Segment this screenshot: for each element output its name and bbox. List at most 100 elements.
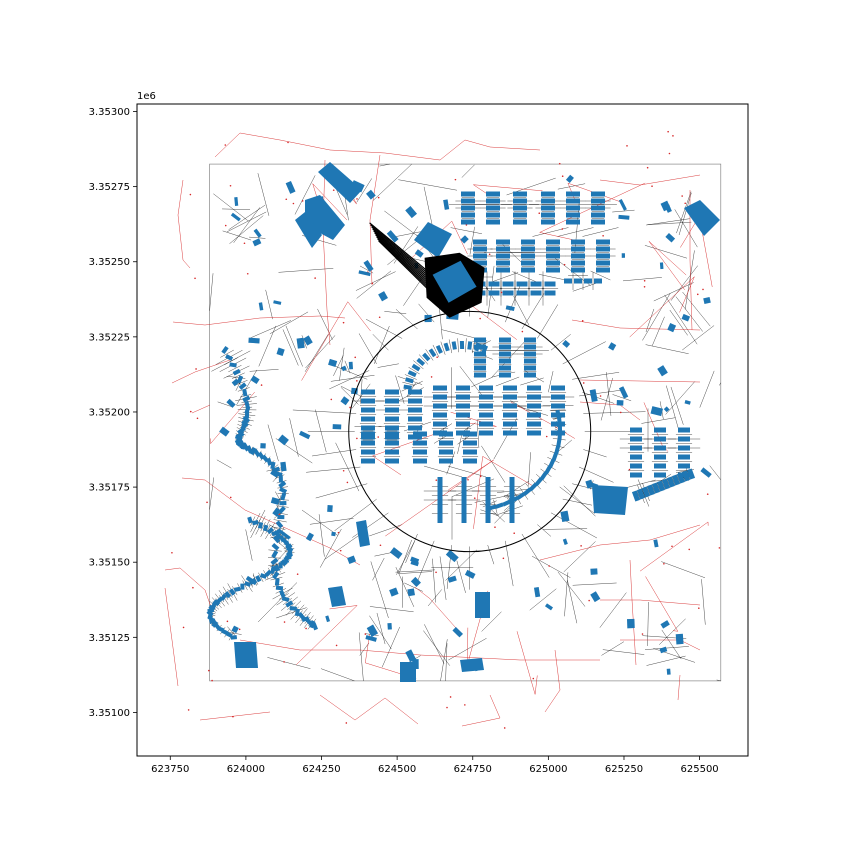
- building: [529, 482, 538, 492]
- building: [557, 424, 563, 433]
- building: [686, 468, 696, 480]
- building: [527, 412, 541, 418]
- building: [361, 458, 375, 464]
- building: [212, 599, 221, 607]
- building: [443, 199, 450, 210]
- building: [407, 588, 415, 597]
- building: [278, 475, 283, 483]
- building: [474, 358, 486, 364]
- building: [678, 427, 690, 433]
- building: [464, 569, 476, 579]
- building: [280, 492, 287, 501]
- building: [650, 406, 664, 417]
- building: [341, 365, 347, 372]
- building: [240, 583, 245, 590]
- building: [591, 219, 605, 225]
- building: [332, 424, 342, 430]
- building: [485, 495, 491, 505]
- building: [667, 323, 677, 333]
- building: [546, 260, 560, 266]
- building: [596, 246, 610, 252]
- building: [487, 504, 496, 511]
- building: [385, 458, 399, 464]
- building: [231, 378, 240, 387]
- building: [413, 440, 427, 446]
- building: [503, 430, 517, 436]
- building: [481, 344, 489, 354]
- building: [486, 191, 500, 197]
- building: [233, 586, 241, 592]
- building: [460, 658, 484, 672]
- building: [527, 403, 541, 409]
- building: [654, 454, 666, 460]
- building: [473, 253, 487, 259]
- building: [244, 581, 252, 587]
- building: [278, 529, 291, 540]
- building: [589, 389, 598, 403]
- building: [618, 199, 627, 211]
- building: [548, 458, 556, 468]
- building: [234, 642, 258, 668]
- building: [428, 348, 437, 358]
- building: [499, 372, 511, 378]
- building: [408, 389, 422, 395]
- building: [452, 626, 463, 638]
- x-tick-label: 623750: [151, 764, 189, 775]
- building: [479, 385, 493, 391]
- selected-building: [369, 222, 485, 318]
- building: [447, 575, 457, 583]
- building: [513, 191, 527, 197]
- y-tick-label: 3.35175: [89, 483, 130, 494]
- x-axis: 623750 624000 624250 624500 624750 625000 6252…: [151, 756, 719, 775]
- building: [503, 394, 517, 400]
- building: [416, 357, 426, 367]
- building: [247, 516, 253, 524]
- building: [356, 520, 370, 547]
- building-footprints: [206, 162, 720, 682]
- building: [348, 361, 354, 370]
- building: [486, 198, 500, 204]
- building: [524, 365, 536, 371]
- building: [681, 470, 691, 482]
- building: [229, 362, 237, 368]
- building: [361, 425, 375, 431]
- building: [631, 490, 641, 502]
- building: [590, 591, 601, 603]
- building: [474, 344, 486, 350]
- building: [554, 445, 561, 455]
- building: [663, 406, 670, 413]
- building: [678, 463, 690, 469]
- y-tick-label: 3.35225: [89, 332, 130, 343]
- building: [266, 457, 273, 466]
- building: [544, 290, 556, 296]
- building: [279, 589, 286, 598]
- building: [413, 458, 427, 464]
- building: [524, 351, 536, 357]
- building: [516, 290, 528, 296]
- x-tick-label: 625250: [605, 764, 643, 775]
- axes-frame: [136, 103, 749, 757]
- building: [486, 219, 500, 225]
- building: [636, 488, 646, 500]
- building: [285, 600, 294, 608]
- building: [503, 403, 517, 409]
- building: [509, 513, 515, 523]
- building: [485, 477, 491, 487]
- building: [654, 427, 666, 433]
- building: [278, 562, 283, 569]
- building: [630, 463, 642, 469]
- building: [439, 458, 453, 464]
- x-tick-label: 624000: [227, 764, 265, 775]
- study-area-boundary: [209, 163, 722, 682]
- building: [456, 385, 470, 391]
- building: [456, 421, 470, 427]
- building: [433, 412, 447, 418]
- building: [474, 342, 481, 352]
- building: [654, 463, 666, 469]
- building: [433, 403, 447, 409]
- x-tick-label: 624500: [378, 764, 416, 775]
- building: [494, 502, 504, 509]
- building: [544, 603, 554, 611]
- building: [230, 635, 237, 640]
- building: [331, 531, 336, 537]
